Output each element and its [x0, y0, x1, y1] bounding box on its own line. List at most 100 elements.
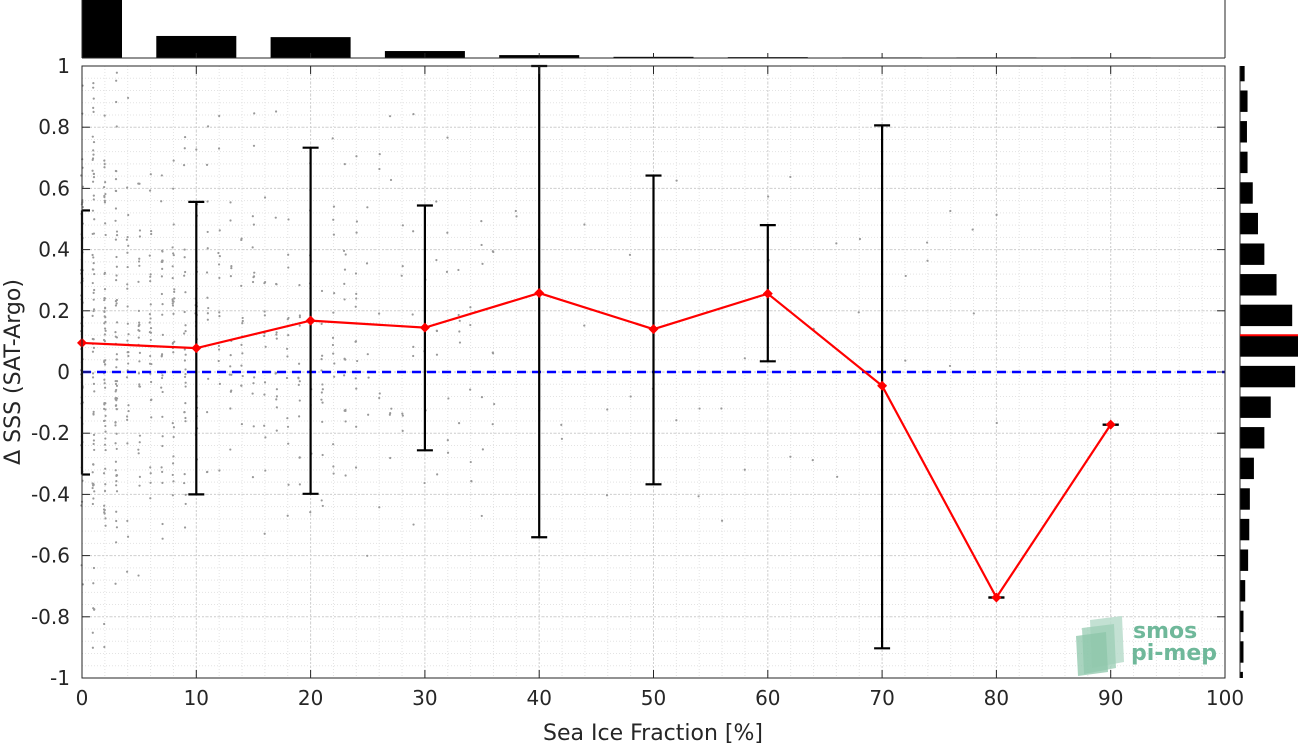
scatter-point — [332, 352, 335, 355]
right-histogram-bar — [1240, 182, 1253, 204]
scatter-point — [138, 385, 142, 388]
scatter-point — [138, 434, 142, 437]
scatter-point — [104, 414, 107, 417]
scatter-point — [491, 351, 494, 354]
scatter-point — [274, 216, 277, 219]
scatter-point — [160, 292, 163, 296]
scatter-point — [401, 414, 404, 417]
scatter-point — [184, 353, 187, 356]
scatter-point — [183, 481, 186, 485]
scatter-point — [114, 469, 117, 472]
scatter-point — [104, 316, 107, 319]
scatter-point — [104, 329, 107, 332]
x-tick-label: 80 — [984, 686, 1009, 710]
scatter-point — [354, 466, 358, 469]
scatter-point — [92, 382, 96, 385]
scatter-point — [150, 416, 153, 419]
scatter-point — [206, 200, 209, 203]
scatter-point — [344, 253, 347, 256]
x-tick-label: 70 — [869, 686, 894, 710]
scatter-point — [171, 298, 174, 301]
scatter-point — [332, 443, 335, 446]
scatter-point — [115, 380, 119, 383]
scatter-point — [435, 258, 438, 262]
scatter-point — [171, 494, 174, 497]
scatter-point — [102, 472, 106, 475]
scatter-point — [184, 373, 187, 376]
scatter-point — [389, 412, 392, 415]
scatter-point — [138, 383, 141, 386]
scatter-point — [367, 413, 370, 416]
scatter-point — [92, 439, 95, 442]
scatter-point — [115, 71, 118, 74]
scatter-point — [172, 480, 175, 483]
scatter-point — [91, 372, 95, 375]
scatter-point — [583, 324, 586, 327]
scatter-point — [92, 497, 95, 500]
scatter-point — [171, 302, 174, 305]
scatter-point — [206, 125, 210, 128]
scatter-point — [92, 149, 95, 152]
scatter-point — [150, 232, 153, 236]
scatter-point — [149, 279, 152, 283]
scatter-point — [92, 140, 96, 144]
scatter-point — [378, 153, 381, 156]
scatter-point — [160, 386, 163, 389]
scatter-point — [287, 442, 290, 445]
scatter-point — [240, 422, 243, 426]
scatter-point — [275, 333, 278, 336]
scatter-point — [423, 481, 426, 485]
scatter-point — [103, 288, 107, 291]
scatter-point — [103, 271, 107, 274]
scatter-point — [115, 397, 118, 400]
scatter-point — [126, 418, 129, 421]
right-histogram-bar — [1240, 212, 1258, 235]
scatter-point — [263, 381, 267, 384]
y-tick-label: -0.4 — [31, 482, 70, 506]
scatter-point — [297, 362, 301, 365]
scatter-point — [126, 236, 129, 239]
scatter-point — [183, 348, 186, 351]
scatter-point — [172, 300, 175, 303]
scatter-point — [629, 395, 632, 398]
scatter-point — [161, 390, 164, 394]
scatter-point — [173, 297, 176, 300]
x-tick-label: 100 — [1206, 686, 1244, 710]
scatter-point — [103, 159, 106, 162]
scatter-point — [205, 470, 209, 474]
scatter-point — [320, 398, 323, 401]
right-histogram-bar — [1240, 243, 1265, 265]
scatter-point — [104, 192, 107, 196]
scatter-point — [481, 262, 484, 265]
scatter-point — [149, 275, 152, 278]
scatter-point — [355, 425, 358, 428]
scatter-point — [286, 417, 289, 420]
scatter-point — [92, 566, 96, 570]
scatter-point — [228, 373, 231, 376]
scatter-point — [172, 223, 175, 226]
scatter-point — [251, 246, 254, 249]
scatter-point — [115, 447, 118, 451]
scatter-point — [378, 396, 381, 400]
scatter-point — [104, 483, 107, 486]
scatter-point — [469, 323, 472, 327]
scatter-point — [298, 380, 301, 383]
right-histogram-bar — [1240, 427, 1265, 449]
scatter-point — [93, 272, 96, 276]
scatter-point — [184, 291, 187, 294]
y-tick-label: 0.6 — [38, 176, 70, 200]
scatter-point — [355, 220, 359, 223]
scatter-point — [320, 499, 323, 502]
scatter-point — [251, 215, 254, 218]
scatter-point — [355, 231, 358, 234]
scatter-point — [332, 311, 335, 314]
scatter-point — [115, 388, 118, 392]
y-tick-label: -0.8 — [31, 605, 70, 629]
mean-series-point — [648, 324, 659, 335]
scatter-point — [606, 408, 609, 411]
scatter-point — [103, 407, 106, 410]
scatter-point — [115, 279, 118, 282]
scatter-point — [344, 474, 347, 477]
scatter-point — [127, 404, 130, 407]
y-tick-label: 0 — [57, 360, 70, 384]
